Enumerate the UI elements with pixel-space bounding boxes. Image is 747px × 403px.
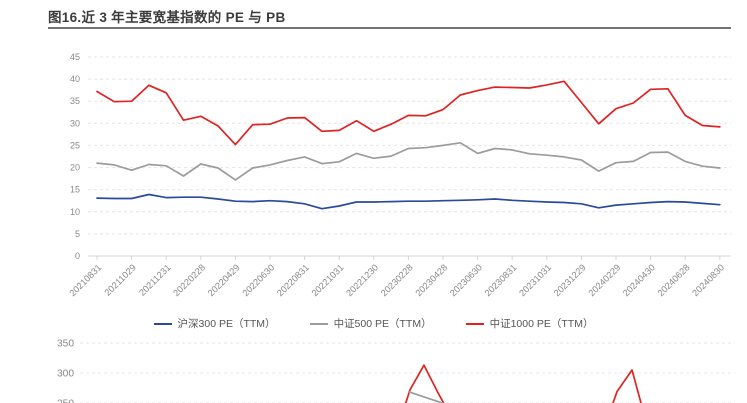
x-tick-label: 20230428 <box>413 262 449 298</box>
legend-label-zz1000: 中证1000 PE（TTM） <box>489 318 594 330</box>
x-tick-label: 20221031 <box>310 262 346 298</box>
x-tick-label: 20240830 <box>690 262 726 298</box>
y-tick-label: 40 <box>70 74 80 84</box>
legend-marker-zz500 <box>309 322 328 325</box>
legend-label-zz500: 中证500 PE（TTM） <box>333 318 432 330</box>
y-tick-label: 25 <box>70 140 80 150</box>
x-tick-label: 20220228 <box>171 262 207 298</box>
y-tick-label: 35 <box>70 96 80 106</box>
y-tick-label: 45 <box>70 52 80 62</box>
x-tick-label: 20220429 <box>206 262 242 298</box>
y-tick-label: 350 <box>57 339 74 350</box>
y-tick-label: 20 <box>70 163 80 173</box>
chart-legend: 沪深300 PE（TTM） 中证500 PE（TTM） 中证1000 PE（TT… <box>0 316 747 331</box>
series-line-沪深300 PE（TTM） <box>96 193 721 210</box>
x-tick-label: 20240628 <box>656 262 692 298</box>
legend-item-hs300: 沪深300 PE（TTM） <box>153 316 276 331</box>
pe-line-chart: 0 5 10 15 20 25 30 35 40 45 20210831 20211029 202112… <box>67 52 731 298</box>
y-tick-label: 250 <box>57 399 74 403</box>
y-tick-label: 10 <box>70 207 80 217</box>
x-tick-label: 20221230 <box>344 262 380 298</box>
fragment-red-spike-1 <box>404 364 445 403</box>
fragment-gray-segment <box>407 390 445 403</box>
x-tick-label: 20240430 <box>621 262 657 298</box>
legend-marker-zz1000 <box>465 322 484 325</box>
x-tick-label: 20220831 <box>275 262 311 298</box>
x-tick-label: 20230630 <box>448 262 484 298</box>
fragment-red-spike-2 <box>612 369 642 403</box>
legend-item-zz500: 中证500 PE（TTM） <box>309 316 432 331</box>
x-tick-label: 20211231 <box>137 262 172 297</box>
x-tick-label: 20231031 <box>517 262 553 298</box>
y-tick-label: 30 <box>70 118 80 128</box>
y-tick-label: 300 <box>57 369 74 380</box>
x-tick-label: 20211029 <box>103 262 138 297</box>
x-tick-label: 20210831 <box>67 262 103 298</box>
y-tick-label: 5 <box>75 229 80 239</box>
pb-line-chart-partial: 350 300 250 <box>57 339 735 403</box>
legend-label-hs300: 沪深300 PE（TTM） <box>177 318 276 330</box>
title-underline <box>48 27 731 29</box>
x-tick-label: 20240229 <box>586 262 622 298</box>
x-tick-label: 20230228 <box>379 262 415 298</box>
x-tick-label: 20231229 <box>552 262 588 298</box>
series-line-中证1000 PE（TTM） <box>96 80 721 146</box>
figure-title: 图16.近 3 年主要宽基指数的 PE 与 PB <box>48 10 286 25</box>
y-tick-label: 0 <box>75 251 80 261</box>
y-tick-label: 15 <box>70 185 80 195</box>
x-tick-label: 20230831 <box>483 262 519 298</box>
x-tick-label: 20220630 <box>240 262 276 298</box>
legend-item-zz1000: 中证1000 PE（TTM） <box>465 316 594 331</box>
series-line-中证500 PE（TTM） <box>96 141 721 181</box>
legend-marker-hs300 <box>153 322 172 325</box>
